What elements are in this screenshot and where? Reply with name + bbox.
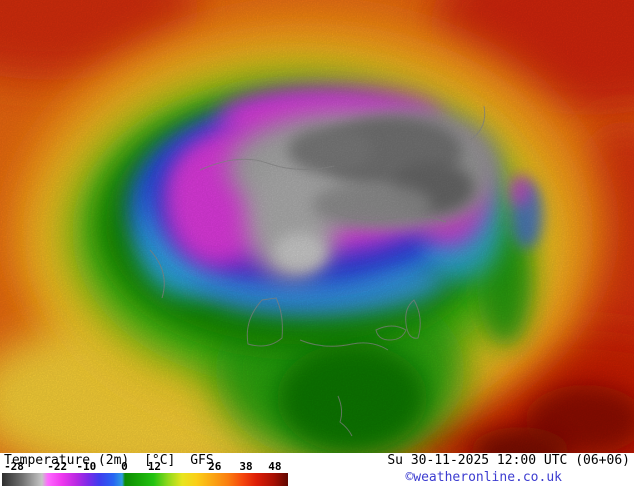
legend-tick: -28 <box>4 460 24 473</box>
footer: Temperature (2m) [°C] GFS Su 30-11-2025 … <box>0 453 634 490</box>
map-unit-label: [°C] <box>144 453 176 468</box>
legend-ticks: -28 -22 -10 0 12 26 38 48 <box>2 461 288 472</box>
legend-tick: 0 <box>121 460 128 473</box>
legend-tick: -22 <box>47 460 68 473</box>
temperature-map-canvas <box>0 0 634 453</box>
legend-colorbar <box>2 473 288 486</box>
legend-tick: 12 <box>147 460 162 473</box>
map-title: Temperature (2m) [°C] GFS <box>4 453 221 468</box>
copyright: ©weatheronline.co.uk <box>405 470 562 485</box>
map-grain-texture <box>0 0 634 453</box>
legend: -28 -22 -10 0 12 26 38 48 <box>2 461 288 487</box>
temperature-map <box>0 0 634 453</box>
legend-tick: 48 <box>268 460 282 473</box>
map-title-text: Temperature (2m) <box>4 453 130 468</box>
map-datetime: Su 30-11-2025 12:00 UTC (06+06) <box>387 453 630 468</box>
legend-tick: 26 <box>208 460 222 473</box>
map-model-label: GFS <box>190 453 214 468</box>
legend-tick: 38 <box>239 460 253 473</box>
legend-tick: -10 <box>76 460 97 473</box>
